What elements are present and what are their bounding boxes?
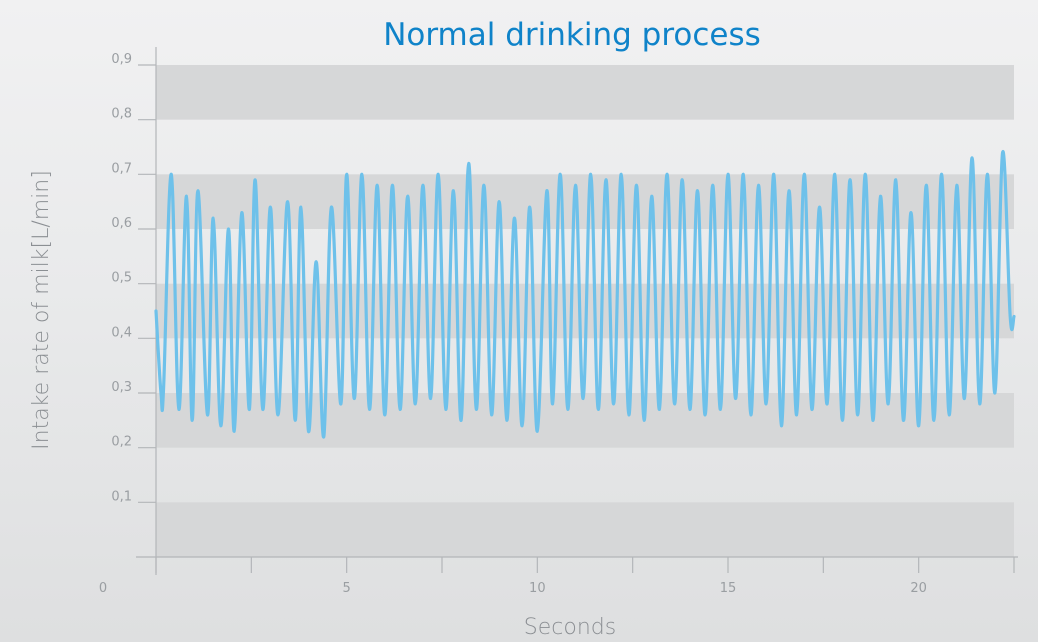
x-tick-label: 0 — [99, 581, 107, 596]
x-axis-label: Seconds — [524, 615, 616, 640]
series-line — [154, 150, 1016, 439]
x-tick-label: 10 — [529, 581, 546, 596]
y-tick-label: 0,7 — [111, 161, 132, 176]
chart-title: Normal drinking process — [383, 17, 761, 53]
series-group — [154, 150, 1016, 439]
y-tick-label: 0,2 — [111, 435, 132, 450]
x-tick-label: 15 — [720, 581, 737, 596]
grid-band — [156, 393, 1014, 448]
y-tick-label: 0,5 — [111, 271, 132, 286]
y-tick-label: 0,4 — [111, 325, 132, 340]
y-tick-label: 0,6 — [111, 216, 132, 231]
x-axis-ticks: 0 5 10 15 20 — [99, 557, 1015, 596]
y-tick-label: 0,8 — [111, 107, 132, 122]
y-axis-ticks: 0,1 0,2 0,3 0,4 0,5 0,6 0,7 0,8 0,9 — [111, 52, 156, 504]
y-tick-label: 0,3 — [111, 380, 132, 395]
grid-band — [156, 65, 1014, 120]
y-axis-label: Intake rate of milk[L/min] — [29, 170, 54, 450]
x-tick-label: 5 — [343, 581, 351, 596]
y-tick-label: 0,9 — [111, 52, 132, 67]
y-tick-label: 0,1 — [111, 489, 132, 504]
x-tick-label: 20 — [910, 581, 927, 596]
grid-band — [156, 502, 1014, 557]
